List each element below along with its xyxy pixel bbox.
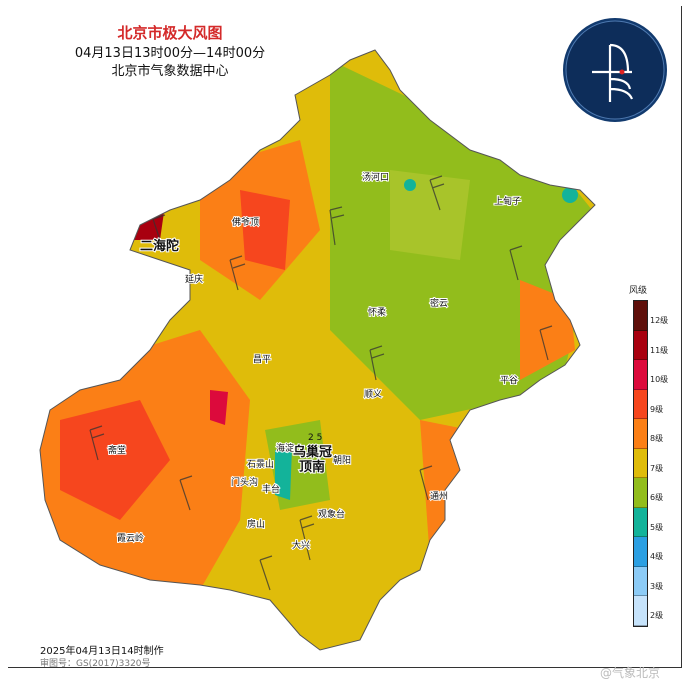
town-label: 乌巢冠	[293, 444, 332, 460]
legend-label: 12级	[650, 316, 669, 325]
town-label: 二海陀	[140, 238, 179, 254]
max-wind-marker: 2 5	[308, 433, 322, 443]
legend-label: 4级	[650, 552, 664, 561]
legend-label: 2级	[650, 611, 664, 620]
legend-swatch	[634, 360, 647, 390]
legend-swatch	[634, 448, 647, 478]
legend-label: 6级	[650, 493, 664, 502]
town-label: 斋堂	[108, 444, 126, 456]
legend-swatch	[634, 301, 647, 331]
legend-colorbar	[633, 300, 648, 627]
watermark: @气象北京	[600, 666, 661, 680]
town-labels: 二海陀 佛爷顶 延庆 汤河口 上甸子 怀柔 密云 昌平 平谷 顺义 斋堂 海淀 …	[107, 170, 522, 552]
legend-swatch	[634, 419, 647, 449]
legend-title: 风级	[629, 286, 648, 296]
town-label: 通州	[430, 491, 448, 502]
town-label: 怀柔	[368, 306, 386, 318]
agency: 北京市气象数据中心	[111, 64, 229, 79]
town-label: 石景山	[247, 459, 274, 470]
map-frame	[8, 6, 682, 668]
legend-swatch	[634, 566, 647, 596]
town-label: 延庆	[185, 273, 203, 285]
town-label: 顶南	[299, 459, 325, 475]
legend-label: 11级	[650, 345, 669, 355]
town-label: 汤河口	[362, 171, 389, 183]
legend-label: 8级	[650, 434, 664, 443]
town-label: 海淀	[276, 442, 294, 454]
time-range: 04月13日13时00分—14时00分	[74, 46, 266, 61]
town-label: 佛爷顶	[232, 216, 259, 228]
town-label: 门头沟	[231, 476, 258, 488]
town-label: 朝阳	[333, 455, 351, 466]
town-label: 昌平	[253, 354, 271, 365]
map-title: 北京市极大风图	[117, 24, 223, 42]
wind-barbs	[89, 175, 553, 591]
town-label: 上甸子	[494, 195, 521, 207]
town-label: 平谷	[500, 375, 518, 386]
legend-label: 3级	[650, 581, 664, 591]
approval-number: 审图号：GS(2017)3320号	[40, 659, 151, 669]
made-time: 2025年04月13日14时制作	[40, 646, 164, 657]
legend-swatch	[634, 596, 647, 626]
legend-swatch	[634, 389, 647, 419]
legend-label: 10级	[650, 375, 669, 384]
town-label: 密云	[430, 297, 448, 309]
town-label: 房山	[247, 518, 265, 530]
bms-logo	[563, 18, 667, 122]
legend-swatch	[634, 537, 647, 567]
town-label: 丰台	[262, 483, 280, 495]
legend-swatch	[634, 478, 647, 508]
town-label: 霞云岭	[117, 532, 144, 544]
legend-swatch	[634, 507, 647, 537]
town-label: 观象台	[318, 508, 345, 520]
legend-label: 5级	[650, 522, 664, 532]
legend-swatch	[634, 330, 647, 360]
town-label: 顺义	[364, 389, 382, 400]
town-label: 大兴	[292, 539, 310, 551]
legend-label: 7级	[650, 463, 664, 473]
legend-label: 9级	[650, 404, 664, 414]
